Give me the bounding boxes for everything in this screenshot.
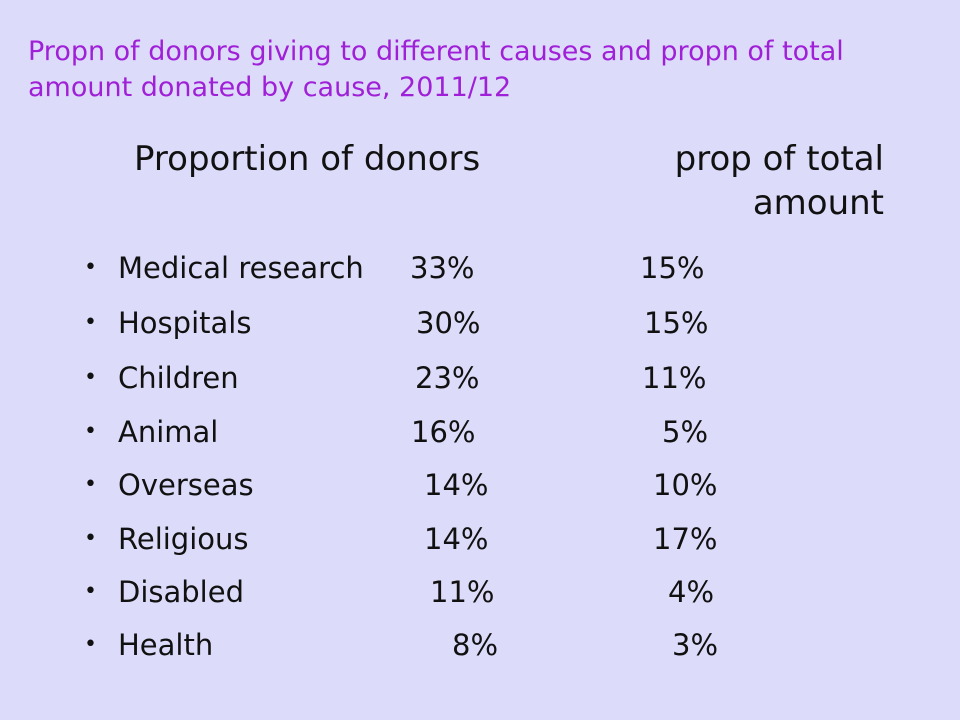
amount-percent: 15%	[644, 306, 709, 340]
cause-label: Religious	[118, 522, 249, 556]
donors-percent: 23%	[415, 361, 480, 395]
bullet-icon: •	[84, 526, 97, 551]
amount-percent: 15%	[640, 251, 705, 285]
amount-percent: 17%	[653, 522, 718, 556]
bullet-icon: •	[84, 419, 97, 444]
cause-label: Disabled	[118, 575, 244, 609]
amount-percent: 5%	[662, 415, 709, 449]
bullet-icon: •	[84, 472, 97, 497]
amount-percent: 11%	[642, 361, 707, 395]
donors-percent: 14%	[424, 468, 489, 502]
bullet-icon: •	[84, 310, 97, 335]
cause-label: Animal	[118, 415, 219, 449]
slide-title: Propn of donors giving to different caus…	[28, 36, 844, 103]
donors-percent: 14%	[424, 522, 489, 556]
amount-percent: 10%	[653, 468, 718, 502]
donors-percent: 16%	[411, 415, 476, 449]
cause-label: Health	[118, 628, 214, 662]
amount-percent: 4%	[668, 575, 715, 609]
bullet-icon: •	[84, 632, 97, 657]
cause-label: Overseas	[118, 468, 254, 502]
cause-label: Children	[118, 361, 239, 395]
donors-percent: 33%	[410, 251, 475, 285]
header-proportion-of-donors: Proportion of donors	[134, 139, 481, 179]
bullet-icon: •	[84, 579, 97, 604]
bullet-icon: •	[84, 365, 97, 390]
donors-percent: 8%	[452, 628, 499, 662]
amount-percent: 3%	[672, 628, 719, 662]
cause-label: Hospitals	[118, 306, 252, 340]
bullet-icon: •	[84, 255, 97, 280]
cause-label: Medical research	[118, 251, 364, 285]
donors-percent: 30%	[416, 306, 481, 340]
donors-percent: 11%	[430, 575, 495, 609]
header-prop-of-total-amount: prop of total amount	[674, 139, 884, 223]
